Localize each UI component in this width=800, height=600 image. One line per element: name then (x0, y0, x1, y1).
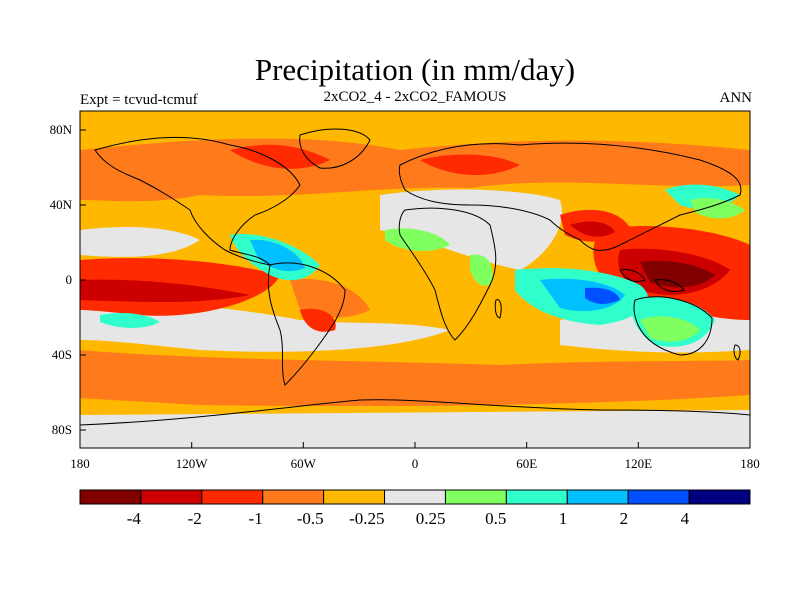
colorbar-swatch (505, 489, 568, 505)
lon-label-180w: 180 (70, 456, 90, 471)
lat-label-40n: 40N (50, 197, 73, 212)
colorbar-swatch (688, 489, 751, 505)
colorbar-swatch (79, 489, 142, 505)
colorbar-tick-label: -2 (188, 509, 202, 528)
season-label: ANN (719, 90, 753, 106)
colorbar-swatch (262, 489, 325, 505)
lat-label-80s: 80S (52, 422, 72, 437)
colorbar-labels: -4 -2 -1 -0.5 -0.25 0.25 0.5 1 2 4 (127, 509, 690, 528)
colorbar-tick-label: 1 (559, 509, 568, 528)
colorbar-swatch (444, 489, 507, 505)
colorbar-tick-label: -0.5 (297, 509, 324, 528)
comparison-label: 2xCO2_4 - 2xCO2_FAMOUS (323, 89, 507, 105)
colorbar-swatch (140, 489, 203, 505)
lat-label-equator: 0 (66, 272, 73, 287)
lon-label-60e: 60E (516, 456, 537, 471)
colorbar-tick-label: 2 (620, 509, 629, 528)
precipitation-field (80, 111, 750, 448)
lon-label-0: 0 (412, 456, 419, 471)
longitude-axis: 180 120W 60W 0 60E 120E 180 (70, 442, 760, 471)
colorbar-swatch (201, 489, 264, 505)
colorbar-tick-label: 0.5 (485, 509, 506, 528)
lon-label-180e: 180 (740, 456, 760, 471)
colorbar-tick-label: -1 (249, 509, 263, 528)
map-title: Precipitation (in mm/day) (254, 52, 576, 87)
lat-label-80n: 80N (50, 122, 73, 137)
colorbar-swatch (566, 489, 629, 505)
latitude-axis: 80N 40N 0 40S 80S (50, 122, 86, 437)
colorbar-tick-label: 0.25 (416, 509, 446, 528)
coastlines (79, 128, 751, 426)
colorbar (79, 489, 751, 505)
lon-label-120w: 120W (176, 456, 209, 471)
experiment-label: Expt = tcvud-tcmuf (80, 92, 198, 108)
colorbar-tick-label: 4 (681, 509, 690, 528)
lat-label-40s: 40S (52, 347, 72, 362)
colorbar-tick-label: -0.25 (349, 509, 384, 528)
lon-label-120e: 120E (625, 456, 653, 471)
colorbar-swatch (384, 489, 446, 505)
lon-label-60w: 60W (291, 456, 317, 471)
colorbar-swatch (627, 489, 690, 505)
colorbar-swatch (323, 489, 386, 505)
colorbar-tick-label: -4 (127, 509, 142, 528)
